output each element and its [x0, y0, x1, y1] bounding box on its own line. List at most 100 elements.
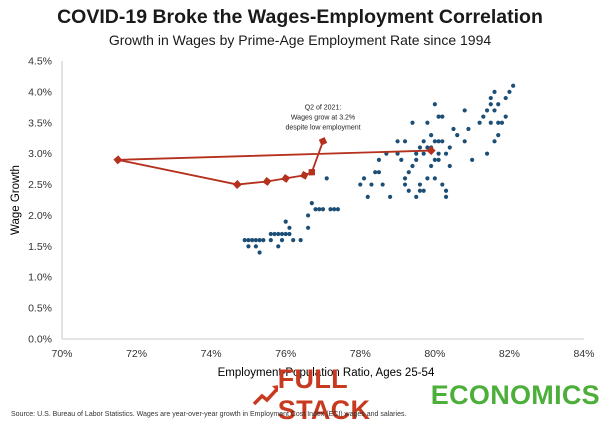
x-tick-label: 82%	[499, 348, 520, 360]
covid-path-line	[113, 137, 436, 190]
y-tick-label: 3.5%	[28, 117, 52, 129]
data-point	[443, 188, 449, 193]
data-point	[388, 194, 393, 200]
annotation-text: Wages grow at 3.2%	[291, 114, 355, 121]
data-point	[429, 133, 434, 138]
data-point	[287, 231, 292, 237]
data-point	[484, 108, 490, 113]
data-point	[443, 151, 449, 156]
covid-path	[113, 137, 436, 190]
data-point	[429, 145, 434, 150]
data-point	[410, 163, 415, 169]
data-point	[462, 108, 467, 113]
data-point	[484, 151, 490, 156]
y-tick-label: 0.0%	[28, 334, 52, 346]
x-tick-label: 72%	[126, 348, 147, 360]
data-point	[376, 170, 382, 175]
trend-arrow-icon	[252, 385, 278, 406]
data-point	[257, 250, 262, 255]
data-point	[421, 139, 426, 144]
data-point	[268, 231, 273, 237]
logo-text-full-stack: FULL STACK	[277, 364, 371, 425]
data-point	[499, 120, 505, 125]
data-point	[440, 114, 445, 119]
data-point	[440, 182, 445, 187]
scatter-points	[242, 83, 516, 255]
data-point	[406, 188, 411, 193]
data-point	[503, 95, 508, 101]
data-point	[417, 182, 423, 187]
data-point	[283, 231, 288, 237]
chart-annotation: Q2 of 2021: Wages grow at 3.2% despite low…	[285, 104, 360, 131]
data-point	[399, 157, 404, 162]
data-point	[276, 244, 281, 249]
data-point	[451, 126, 456, 132]
data-point	[268, 238, 273, 243]
data-point	[335, 207, 341, 212]
y-tick-label: 1.0%	[28, 272, 52, 284]
data-point	[417, 145, 423, 150]
data-point	[432, 102, 437, 107]
data-point	[276, 231, 281, 237]
data-point	[496, 133, 501, 138]
data-point	[421, 151, 426, 156]
data-point	[380, 182, 385, 187]
data-point	[436, 157, 441, 162]
data-point	[242, 238, 247, 243]
data-point	[283, 219, 288, 224]
data-point	[425, 176, 430, 181]
data-point	[246, 244, 251, 249]
data-point	[369, 182, 374, 187]
brand-logo: FULL STACK ECONOMICS	[252, 364, 600, 425]
data-point	[402, 139, 408, 144]
data-point	[425, 120, 430, 125]
data-point	[257, 238, 262, 243]
data-point	[496, 102, 501, 107]
chart-ticks: 70% 72% 74% 76% 78% 80% 82% 84% 0.0% 0.5% 1.0% 1.5%…	[28, 56, 594, 361]
data-point	[496, 120, 501, 125]
data-point	[320, 207, 326, 212]
y-tick-label: 2.0%	[28, 210, 52, 222]
data-point	[324, 176, 329, 181]
data-point	[436, 139, 441, 144]
data-point	[488, 102, 493, 107]
x-tick-label: 70%	[51, 348, 72, 360]
data-point	[425, 145, 430, 150]
x-tick-label: 80%	[424, 348, 445, 360]
data-point	[279, 231, 285, 237]
y-tick-label: 1.5%	[28, 241, 52, 253]
chart-subtitle: Growth in Wages by Prime-Age Employment …	[108, 32, 492, 48]
logo-text-economics: ECONOMICS	[430, 379, 600, 410]
data-point	[440, 139, 445, 144]
data-point	[447, 163, 452, 169]
data-point	[470, 157, 475, 162]
data-point	[507, 89, 512, 94]
data-point	[492, 139, 497, 144]
y-tick-label: 4.0%	[28, 86, 52, 98]
x-tick-label: 84%	[573, 348, 594, 360]
y-tick-label: 4.5%	[28, 56, 52, 68]
y-axis-label: Wage Growth	[10, 165, 22, 235]
data-point	[492, 108, 497, 113]
data-point	[298, 238, 303, 243]
data-point	[488, 120, 493, 125]
data-point	[414, 194, 419, 200]
data-point	[328, 207, 333, 212]
data-point	[455, 133, 460, 138]
data-point	[253, 244, 258, 249]
y-tick-label: 0.5%	[28, 303, 52, 315]
data-point	[414, 151, 419, 156]
data-point	[421, 188, 426, 193]
annotation-text: Q2 of 2021:	[305, 104, 342, 111]
data-point	[443, 194, 449, 200]
data-point	[402, 182, 408, 187]
data-point	[436, 151, 441, 156]
data-point	[313, 207, 318, 212]
data-point	[462, 139, 467, 144]
data-point	[261, 238, 266, 243]
data-point	[332, 207, 337, 212]
data-point	[406, 170, 411, 175]
data-point	[432, 157, 437, 162]
data-point	[376, 157, 382, 162]
data-point	[410, 120, 415, 125]
